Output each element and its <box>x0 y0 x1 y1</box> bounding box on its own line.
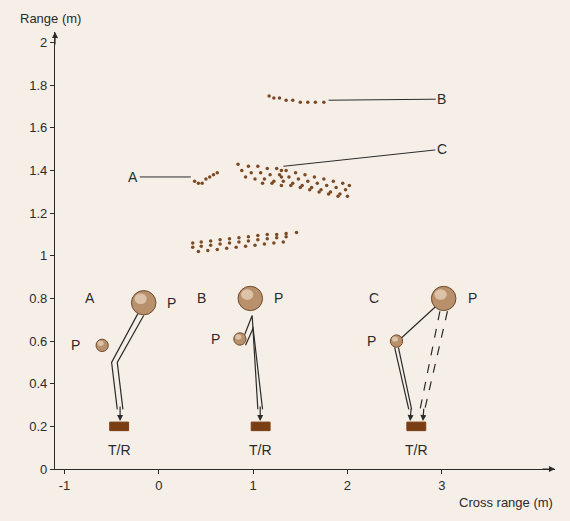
svg-text:1: 1 <box>40 248 47 263</box>
svg-text:B: B <box>197 290 206 306</box>
svg-text:B: B <box>437 91 446 107</box>
svg-text:3: 3 <box>438 478 445 493</box>
svg-text:1.4: 1.4 <box>29 163 47 178</box>
svg-text:1.2: 1.2 <box>29 206 47 221</box>
svg-text:0.6: 0.6 <box>29 334 47 349</box>
svg-text:0.2: 0.2 <box>29 419 47 434</box>
svg-text:2: 2 <box>344 478 351 493</box>
svg-text:P: P <box>71 337 80 353</box>
svg-text:1.8: 1.8 <box>29 78 47 93</box>
svg-text:0: 0 <box>40 462 47 477</box>
svg-text:0.8: 0.8 <box>29 291 47 306</box>
svg-text:T/R: T/R <box>405 442 428 458</box>
svg-text:A: A <box>85 290 95 306</box>
svg-text:P: P <box>468 290 477 306</box>
svg-text:P: P <box>367 333 376 349</box>
svg-text:1.6: 1.6 <box>29 120 47 135</box>
svg-text:P: P <box>167 295 176 311</box>
svg-text:A: A <box>128 169 138 185</box>
svg-text:Cross range (m): Cross range (m) <box>459 495 553 510</box>
svg-text:0: 0 <box>155 478 162 493</box>
svg-text:-1: -1 <box>59 478 71 493</box>
svg-text:P: P <box>211 331 220 347</box>
svg-text:P: P <box>274 290 283 306</box>
svg-text:T/R: T/R <box>108 442 131 458</box>
svg-text:C: C <box>369 290 379 306</box>
svg-text:2: 2 <box>40 35 47 50</box>
svg-text:T/R: T/R <box>249 442 272 458</box>
svg-text:0.4: 0.4 <box>29 376 47 391</box>
svg-text:C: C <box>437 141 447 157</box>
svg-text:Range (m): Range (m) <box>20 11 81 26</box>
svg-text:1: 1 <box>249 478 256 493</box>
